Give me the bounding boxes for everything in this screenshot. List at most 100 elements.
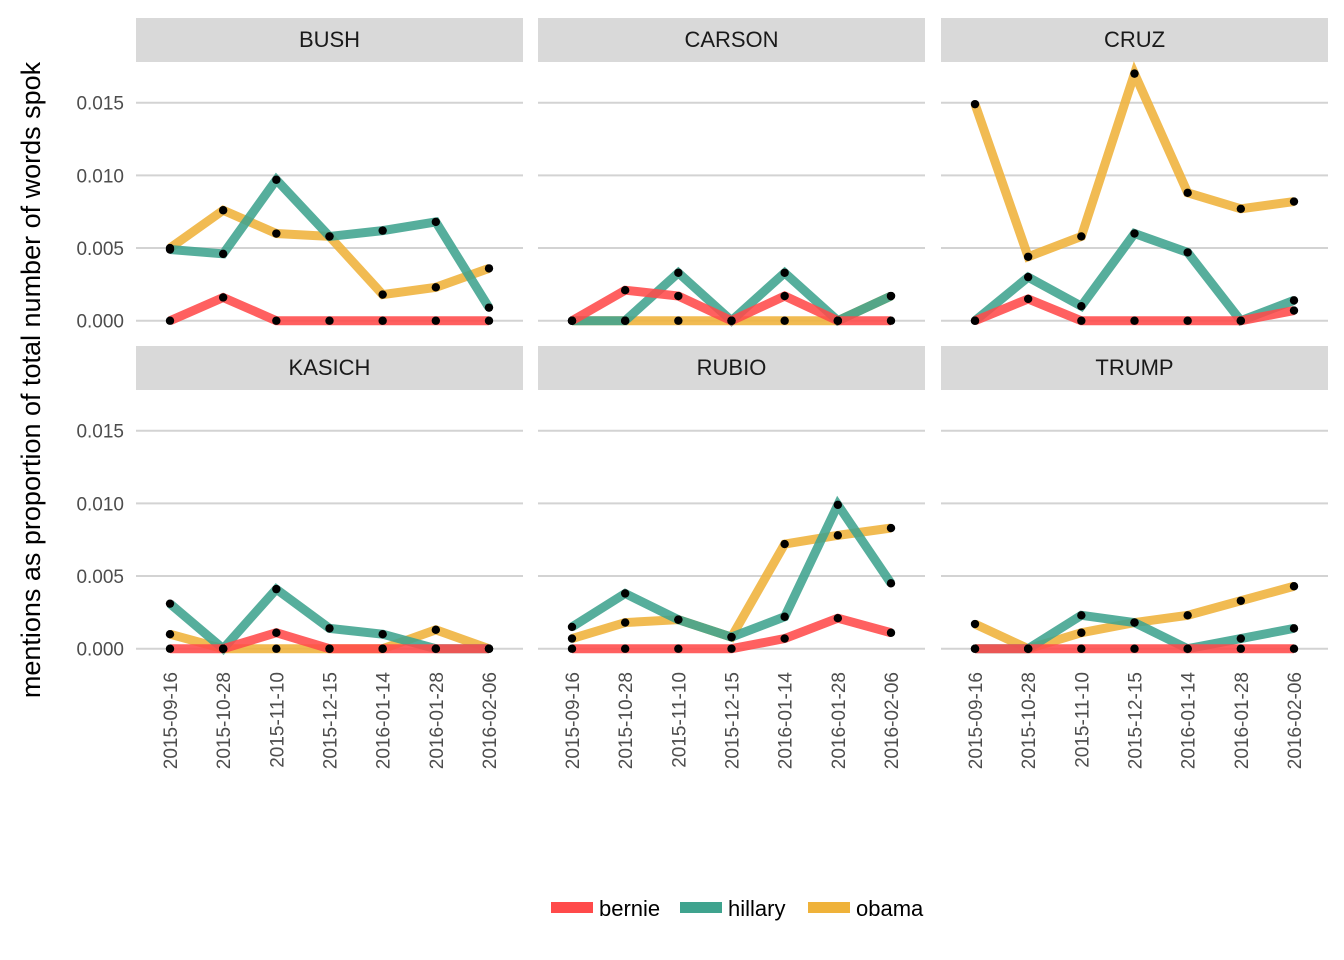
data-point-bernie	[1183, 644, 1192, 653]
x-tick-label: 2016-01-28	[1232, 672, 1253, 769]
data-point-bernie	[218, 644, 228, 653]
data-point-obama	[674, 316, 683, 325]
data-point-bernie	[620, 644, 630, 653]
y-tick-label: 0.010	[76, 494, 124, 515]
data-point-hillary	[886, 579, 896, 588]
panel-kasich: KASICH 0.000 0.005 0.010 0.015 2015-09-16 2015…	[76, 346, 523, 769]
facet-title: CRUZ	[1104, 27, 1165, 52]
data-point-obama	[970, 99, 980, 109]
panel-carson: CARSON	[538, 18, 925, 327]
data-point-hillary	[674, 268, 683, 277]
data-point-bernie	[325, 316, 334, 325]
x-tick-label: 2015-10-28	[214, 672, 235, 769]
legend-label: hillary	[728, 896, 785, 921]
x-tick-label: 2015-11-10	[669, 672, 690, 768]
data-point-obama	[431, 283, 441, 292]
data-point-hillary	[620, 589, 630, 598]
data-point-obama	[567, 634, 577, 643]
data-point-hillary	[780, 612, 789, 621]
y-tick-label: 0.005	[76, 239, 124, 260]
data-point-obama	[620, 618, 630, 627]
x-tick-label: 2015-10-28	[1019, 672, 1040, 769]
legend-swatch	[680, 902, 722, 913]
data-point-obama	[970, 619, 980, 629]
data-point-hillary	[484, 303, 494, 312]
data-point-hillary	[1077, 301, 1086, 311]
legend-swatch	[808, 902, 850, 913]
data-point-hillary	[218, 249, 228, 259]
data-point-obama	[431, 625, 441, 635]
x-tick-label: 2016-02-06	[882, 672, 903, 769]
legend-label: obama	[856, 896, 924, 921]
data-point-bernie	[567, 644, 577, 653]
data-point-bernie	[378, 316, 387, 325]
data-point-bernie	[218, 293, 228, 302]
data-point-obama	[272, 229, 281, 238]
data-point-hillary	[325, 624, 334, 633]
data-point-bernie	[1023, 294, 1033, 304]
data-point-obama	[1183, 188, 1192, 198]
x-tick-label: 2015-12-15	[723, 672, 744, 769]
x-tick-label: 2015-09-16	[161, 672, 182, 769]
y-axis-title: mentions as proportion of total number o…	[16, 61, 46, 698]
data-point-obama	[1289, 197, 1299, 206]
panel-trump: TRUMP 2015-09-16 2015-10-28 2015-11-10 2015-…	[941, 346, 1328, 769]
data-point-hillary	[378, 629, 387, 639]
panel-cruz: CRUZ	[941, 18, 1328, 327]
x-tick-label: 2016-01-28	[427, 672, 448, 769]
data-point-bernie	[272, 316, 281, 325]
data-point-obama	[833, 531, 843, 540]
data-point-hillary	[674, 615, 683, 624]
data-point-hillary	[886, 291, 896, 301]
data-point-bernie	[1130, 316, 1139, 325]
data-point-bernie	[272, 628, 281, 637]
data-point-bernie	[484, 644, 494, 653]
data-point-bernie	[1023, 644, 1033, 653]
data-point-obama	[165, 629, 175, 639]
data-point-bernie	[970, 316, 980, 325]
data-point-bernie	[674, 644, 683, 653]
data-point-bernie	[620, 286, 630, 295]
data-point-bernie	[674, 291, 683, 301]
data-point-hillary	[431, 217, 441, 227]
data-point-hillary	[165, 599, 175, 608]
facet-title: TRUMP	[1095, 355, 1173, 380]
data-point-hillary	[1130, 229, 1139, 238]
facet-strip	[538, 346, 925, 390]
facet-strip	[136, 346, 523, 390]
legend-item-bernie: bernie	[551, 896, 660, 921]
legend: bernie hillary obama	[551, 896, 924, 921]
x-tick-label: 2015-09-16	[563, 672, 584, 769]
y-tick-label: 0.005	[76, 567, 124, 588]
data-point-bernie	[1289, 644, 1299, 653]
data-point-bernie	[780, 291, 789, 301]
panel-bush: BUSH 0.000 0.005 0.010 0.015	[76, 18, 523, 333]
data-point-obama	[1077, 232, 1086, 241]
data-point-hillary	[378, 226, 387, 235]
data-point-bernie	[567, 316, 577, 325]
data-point-obama	[1236, 204, 1246, 214]
data-point-bernie	[727, 316, 736, 325]
x-tick-label: 2016-01-14	[1179, 672, 1200, 770]
facet-strip	[941, 346, 1328, 390]
legend-swatch	[551, 902, 593, 913]
panels-layer: BUSH 0.000 0.005 0.010 0.015 CARSON CRUZ KASICH…	[76, 18, 1328, 769]
data-point-bernie	[1077, 644, 1086, 653]
data-point-hillary	[1289, 296, 1299, 305]
data-point-hillary	[833, 500, 843, 510]
data-point-obama	[1289, 582, 1299, 591]
data-point-obama	[1023, 252, 1033, 261]
x-tick-label: 2015-11-10	[1072, 672, 1093, 768]
data-point-bernie	[165, 316, 175, 325]
data-point-bernie	[1289, 306, 1299, 315]
data-point-hillary	[272, 584, 281, 594]
data-point-hillary	[272, 175, 281, 184]
x-tick-label: 2016-01-14	[374, 672, 395, 770]
facet-title: RUBIO	[697, 355, 767, 380]
facet-strip	[136, 18, 523, 62]
data-point-hillary	[727, 632, 736, 642]
data-point-bernie	[378, 644, 387, 653]
facet-strip	[538, 18, 925, 62]
data-point-bernie	[484, 316, 494, 325]
